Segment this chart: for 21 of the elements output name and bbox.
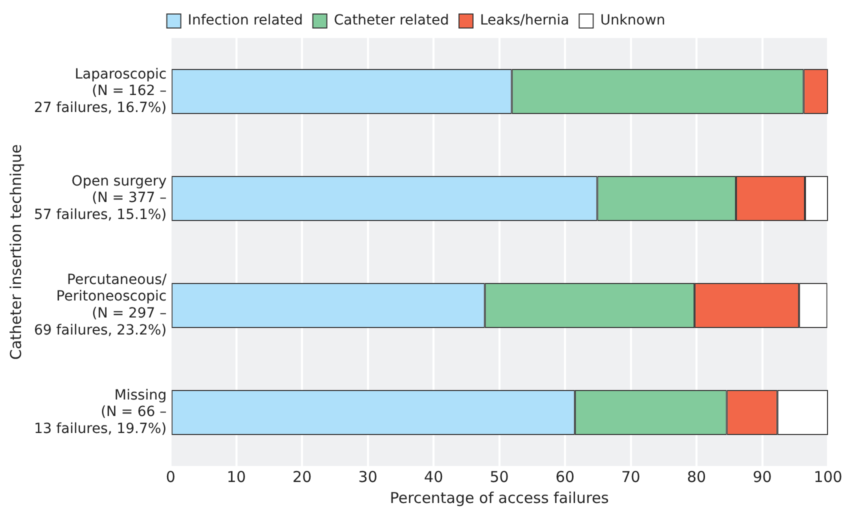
x-tick-label: 100	[814, 468, 842, 486]
legend-label: Catheter related	[334, 12, 450, 29]
x-tick-label: 10	[226, 468, 246, 486]
y-tick-label: Open surgery (N = 377 – 57 failures, 15.1%)	[34, 173, 167, 223]
x-tick-label: 0	[166, 468, 176, 486]
x-tick-label: 40	[424, 468, 444, 486]
y-axis-title: Catheter insertion technique	[6, 144, 25, 360]
y-tick-label: Percutaneous/ Peritoneoscopic (N = 297 – 69 failures, 23.2%)	[34, 272, 167, 338]
legend-label: Infection related	[188, 12, 303, 29]
x-tick-label: 80	[686, 468, 706, 486]
y-tick-label: Laparoscopic (N = 162 – 27 failures, 16.7%)	[34, 66, 167, 116]
y-tick-label: Missing (N = 66 – 13 failures, 19.7%)	[34, 387, 167, 437]
x-tick-label: 90	[752, 468, 772, 486]
x-tick-label: 70	[621, 468, 640, 486]
legend-label: Unknown	[600, 12, 666, 29]
x-tick-label: 50	[490, 468, 509, 486]
x-tick-label: 30	[358, 468, 378, 486]
x-tick-label: 20	[292, 468, 312, 486]
x-axis-title: Percentage of access failures	[390, 488, 609, 507]
legend-label: Leaks/hernia	[480, 12, 570, 29]
x-tick-label: 60	[556, 468, 575, 486]
